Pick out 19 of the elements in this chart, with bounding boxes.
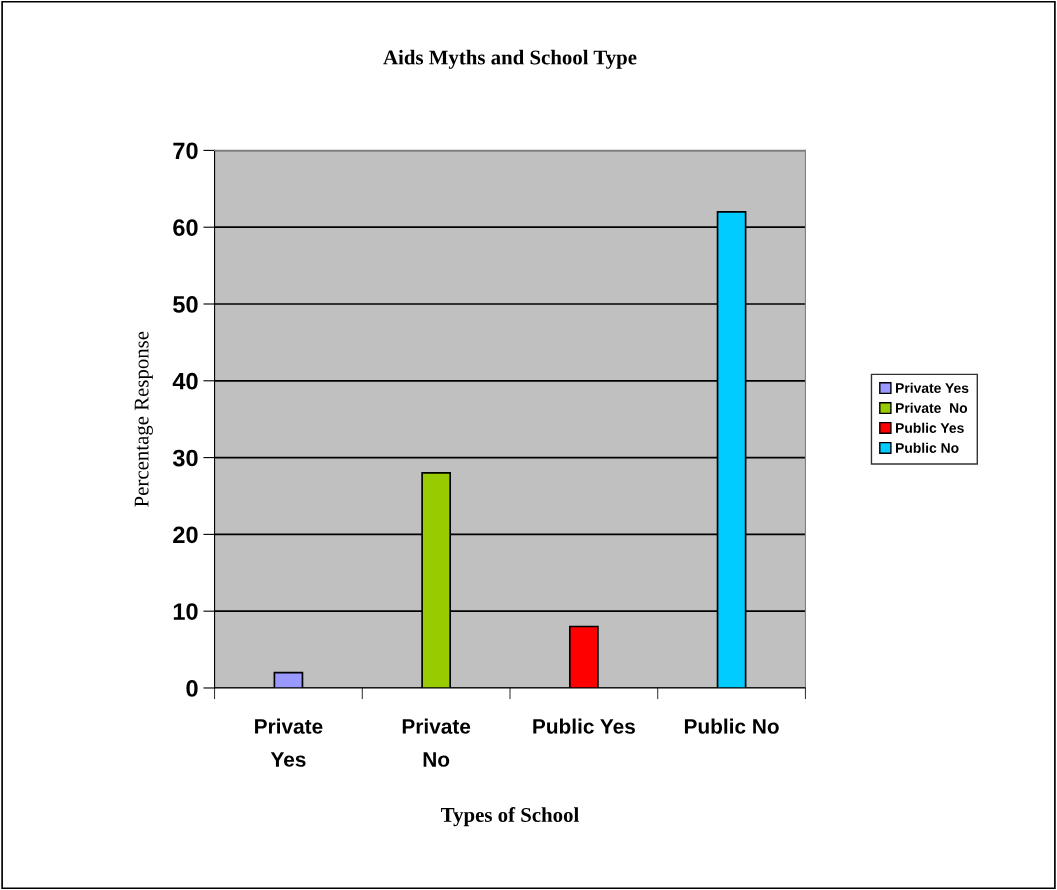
x-tick-label: Public Yes: [533, 718, 635, 734]
x-tick-label: Public No: [684, 718, 779, 734]
legend-label: Private Yes: [896, 382, 969, 394]
legend-label: Private No: [896, 402, 968, 413]
chart-title: Aids Myths and School Type: [383, 49, 637, 69]
y-tick-label: 40: [172, 372, 198, 390]
y-tick-label: 60: [173, 219, 198, 236]
x-axis-title: Types of School: [441, 807, 579, 827]
y-tick-label: 30: [172, 449, 198, 467]
legend-label: Public Yes: [896, 422, 964, 433]
y-tick-label: 10: [173, 603, 198, 620]
y-tick-label: 20: [173, 526, 198, 544]
y-tick-label: 70: [173, 142, 198, 160]
x-tick-label: Private Yes: [255, 718, 323, 767]
x-tick-label: Private No: [402, 718, 471, 767]
y-tick-label: 50: [173, 296, 198, 313]
y-axis-title: Percentage Response: [134, 331, 153, 507]
legend-label: Public No: [896, 442, 959, 453]
y-tick-label: 0: [186, 680, 198, 697]
